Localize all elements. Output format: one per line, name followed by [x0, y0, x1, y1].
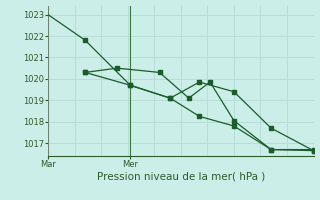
X-axis label: Pression niveau de la mer( hPa ): Pression niveau de la mer( hPa ) — [97, 172, 265, 182]
